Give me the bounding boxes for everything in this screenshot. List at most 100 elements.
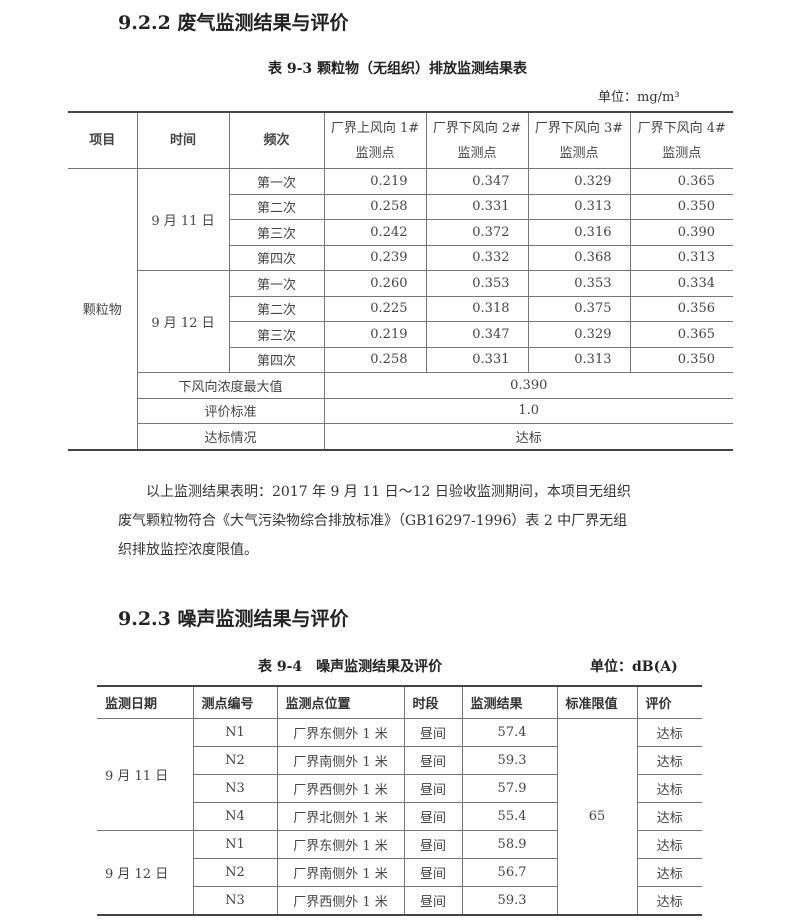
date-cell: 9 月 12 日 <box>97 830 194 916</box>
value-cell: 0.347 <box>425 168 529 195</box>
period-cell: 昼间 <box>403 886 463 916</box>
paragraph-line: 废气颗粒物符合《大气污染物综合排放标准》（GB16297-1996）表 2 中厂… <box>118 513 628 529</box>
location-cell: 厂界南侧外 1 米 <box>276 746 405 775</box>
evaluation-cell: 达标 <box>636 858 702 887</box>
point-id-cell: N1 <box>192 718 278 747</box>
value-cell: 0.353 <box>527 270 631 297</box>
period-cell: 昼间 <box>403 746 463 775</box>
summary-row: 评价标准 1.0 <box>68 397 733 424</box>
evaluation-cell: 达标 <box>636 718 702 747</box>
value-cell: 0.329 <box>527 321 631 348</box>
point-id-cell: N2 <box>193 858 278 887</box>
column-header: 评价 <box>636 685 702 719</box>
value-cell: 0.316 <box>527 219 631 246</box>
value-cell: 0.347 <box>425 321 529 348</box>
point-id-cell: N3 <box>193 886 278 916</box>
period-cell: 昼间 <box>403 830 463 859</box>
value-cell: 0.329 <box>527 168 631 195</box>
date-cell: 9 月 12 日 <box>137 270 230 373</box>
item-cell: 颗粒物 <box>68 168 138 450</box>
header-row: 监测日期 测点编号 监测点位置 时段 监测结果 标准限值 评价 <box>97 685 702 719</box>
value-cell: 0.331 <box>425 193 529 220</box>
evaluation-cell: 达标 <box>636 802 702 831</box>
summary-row: 下风向浓度最大值 0.390 <box>68 372 733 399</box>
value-cell: 0.350 <box>629 193 733 220</box>
limit-cell: 65 <box>556 718 638 916</box>
table-row: 第三次 0.219 0.347 0.329 0.365 <box>68 321 733 348</box>
location-cell: 厂界东侧外 1 米 <box>276 718 405 747</box>
column-header: 时段 <box>403 685 463 719</box>
value-cell: 0.219 <box>323 168 427 195</box>
value-cell: 0.258 <box>323 346 427 373</box>
table-row: 第三次 0.242 0.372 0.316 0.390 <box>68 219 733 246</box>
summary-value: 达标 <box>323 423 733 450</box>
frequency-cell: 第三次 <box>229 321 325 348</box>
column-header: 测点编号 <box>192 685 278 719</box>
header-row: 项目 时间 频次 厂界上风向 1# 监测点 厂界下风向 2# 监测点 厂界下风向 3# 监测点厂… <box>68 111 733 169</box>
result-cell: 57.4 <box>461 718 558 747</box>
column-header: 厂界下风向 2# 监测点 <box>425 111 529 169</box>
value-cell: 0.353 <box>425 270 529 297</box>
evaluation-cell: 达标 <box>636 774 702 803</box>
evaluation-cell: 达标 <box>636 746 702 775</box>
value-cell: 0.365 <box>629 168 733 195</box>
table-row: N3 厂界西侧外 1 米昼间 57.9 达标 <box>97 774 702 803</box>
date-cell: 9 月 11 日 <box>136 168 230 271</box>
evaluation-cell: 达标 <box>636 830 702 859</box>
value-cell: 0.331 <box>425 346 529 373</box>
column-header: 监测点位置 <box>276 685 405 719</box>
column-header: 厂界下风向 4# 监测点 <box>629 111 733 169</box>
location-cell: 厂界北侧外 1 米 <box>276 802 405 831</box>
column-header: 项目 <box>68 111 138 169</box>
period-cell: 昼间 <box>403 774 463 803</box>
frequency-cell: 第四次 <box>229 346 325 373</box>
frequency-cell: 第二次 <box>229 295 325 322</box>
summary-label: 达标情况 <box>137 423 325 450</box>
table1-unit: 单位：mg/m³ <box>598 90 680 105</box>
particulate-results-table: 项目 时间 频次 厂界上风向 1# 监测点 厂界下风向 2# 监测点 厂界下风向 3# 监测点厂… <box>68 111 733 451</box>
value-cell: 0.242 <box>323 219 427 246</box>
table2-unit: 单位：dB(A) <box>590 659 678 675</box>
result-cell: 55.4 <box>461 802 558 831</box>
paragraph-line: 织排放监控浓度限值。 <box>118 542 258 558</box>
conclusion-paragraph: 以上监测结果表明：2017 年 9 月 11 日～12 日验收监测期间，本项目无… <box>118 478 708 565</box>
point-id-cell: N4 <box>193 802 278 831</box>
value-cell: 0.372 <box>425 219 529 246</box>
point-id-cell: N3 <box>193 774 278 803</box>
column-header: 厂界下风向 3# 监测点 <box>527 111 631 169</box>
table-row: N2 厂界南侧外 1 米昼间 59.3 达标 <box>97 746 702 775</box>
value-cell: 0.313 <box>629 244 733 271</box>
value-cell: 0.350 <box>629 346 733 373</box>
table-row: 9 月 12 日 N1 厂界东侧外 1 米昼间 58.9 达标 <box>97 830 702 916</box>
value-cell: 0.313 <box>527 193 631 220</box>
value-cell: 0.239 <box>323 244 427 271</box>
location-cell: 厂界西侧外 1 米 <box>276 774 405 803</box>
value-cell: 0.375 <box>527 295 631 322</box>
evaluation-cell: 达标 <box>636 886 702 916</box>
value-cell: 0.219 <box>323 321 427 348</box>
column-header: 频次 <box>228 111 325 169</box>
value-cell: 0.258 <box>323 193 427 220</box>
point-id-cell: N2 <box>193 746 278 775</box>
table-row: 颗粒物 9 月 11 日第一次 0.219 0.347 0.329 0.365 <box>68 168 733 450</box>
value-cell: 0.313 <box>527 346 631 373</box>
result-cell: 59.3 <box>461 886 558 916</box>
result-cell: 59.3 <box>461 746 558 775</box>
section-title-noise: 9.2.3 噪声监测结果与评价 <box>118 608 349 630</box>
value-cell: 0.365 <box>629 321 733 348</box>
column-header: 监测日期 <box>97 685 194 719</box>
column-header: 监测结果 <box>461 685 558 719</box>
value-cell: 0.334 <box>629 270 733 297</box>
paragraph-line: 以上监测结果表明：2017 年 9 月 11 日～12 日验收监测期间，本项目无… <box>118 484 631 500</box>
frequency-cell: 第一次 <box>228 168 325 195</box>
value-cell: 0.318 <box>425 295 529 322</box>
value-cell: 0.390 <box>629 219 733 246</box>
date-cell: 9 月 11 日 <box>97 718 194 831</box>
location-cell: 厂界东侧外 1 米 <box>276 830 405 859</box>
table-row: N3 厂界西侧外 1 米昼间 59.3 达标 <box>97 886 702 916</box>
frequency-cell: 第四次 <box>229 244 325 271</box>
section-title-exhaust: 9.2.2 废气监测结果与评价 <box>118 12 349 34</box>
summary-value: 0.390 <box>323 372 733 399</box>
summary-label: 评价标准 <box>137 397 325 424</box>
table2-caption: 表 9-4 噪声监测结果及评价 <box>258 659 443 675</box>
